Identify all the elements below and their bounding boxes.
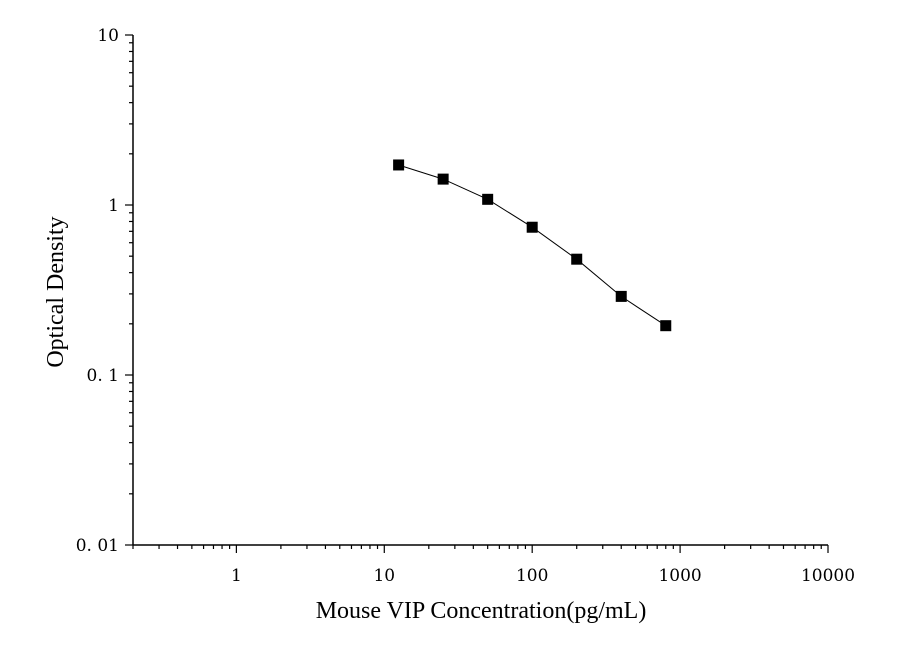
x-tick-label: 100 <box>516 566 548 586</box>
x-axis-ticks: 1 10 100 1000 10000 <box>132 545 855 586</box>
x-tick-label: 1 <box>231 566 242 586</box>
axes <box>132 35 828 546</box>
data-point <box>615 290 627 302</box>
y-tick-label: 1 <box>108 196 119 216</box>
x-axis-title: Mouse VIP Concentration(pg/mL) <box>316 598 647 624</box>
data-point <box>571 253 583 265</box>
y-axis-title: Optical Density <box>43 216 69 367</box>
x-tick-label: 10000 <box>801 566 855 586</box>
y-tick-label: 0. 1 <box>87 366 119 386</box>
x-tick-label: 1000 <box>658 566 701 586</box>
data-point <box>482 193 494 205</box>
x-tick-label: 10 <box>373 566 395 586</box>
data-series <box>393 159 672 332</box>
data-point <box>393 159 405 171</box>
y-axis-ticks: 0. 01 0. 1 1 10 <box>76 26 133 556</box>
data-point <box>660 320 672 332</box>
data-point <box>437 173 449 185</box>
y-tick-label: 0. 01 <box>76 536 119 556</box>
data-point <box>526 221 538 233</box>
y-tick-label: 10 <box>97 26 119 46</box>
